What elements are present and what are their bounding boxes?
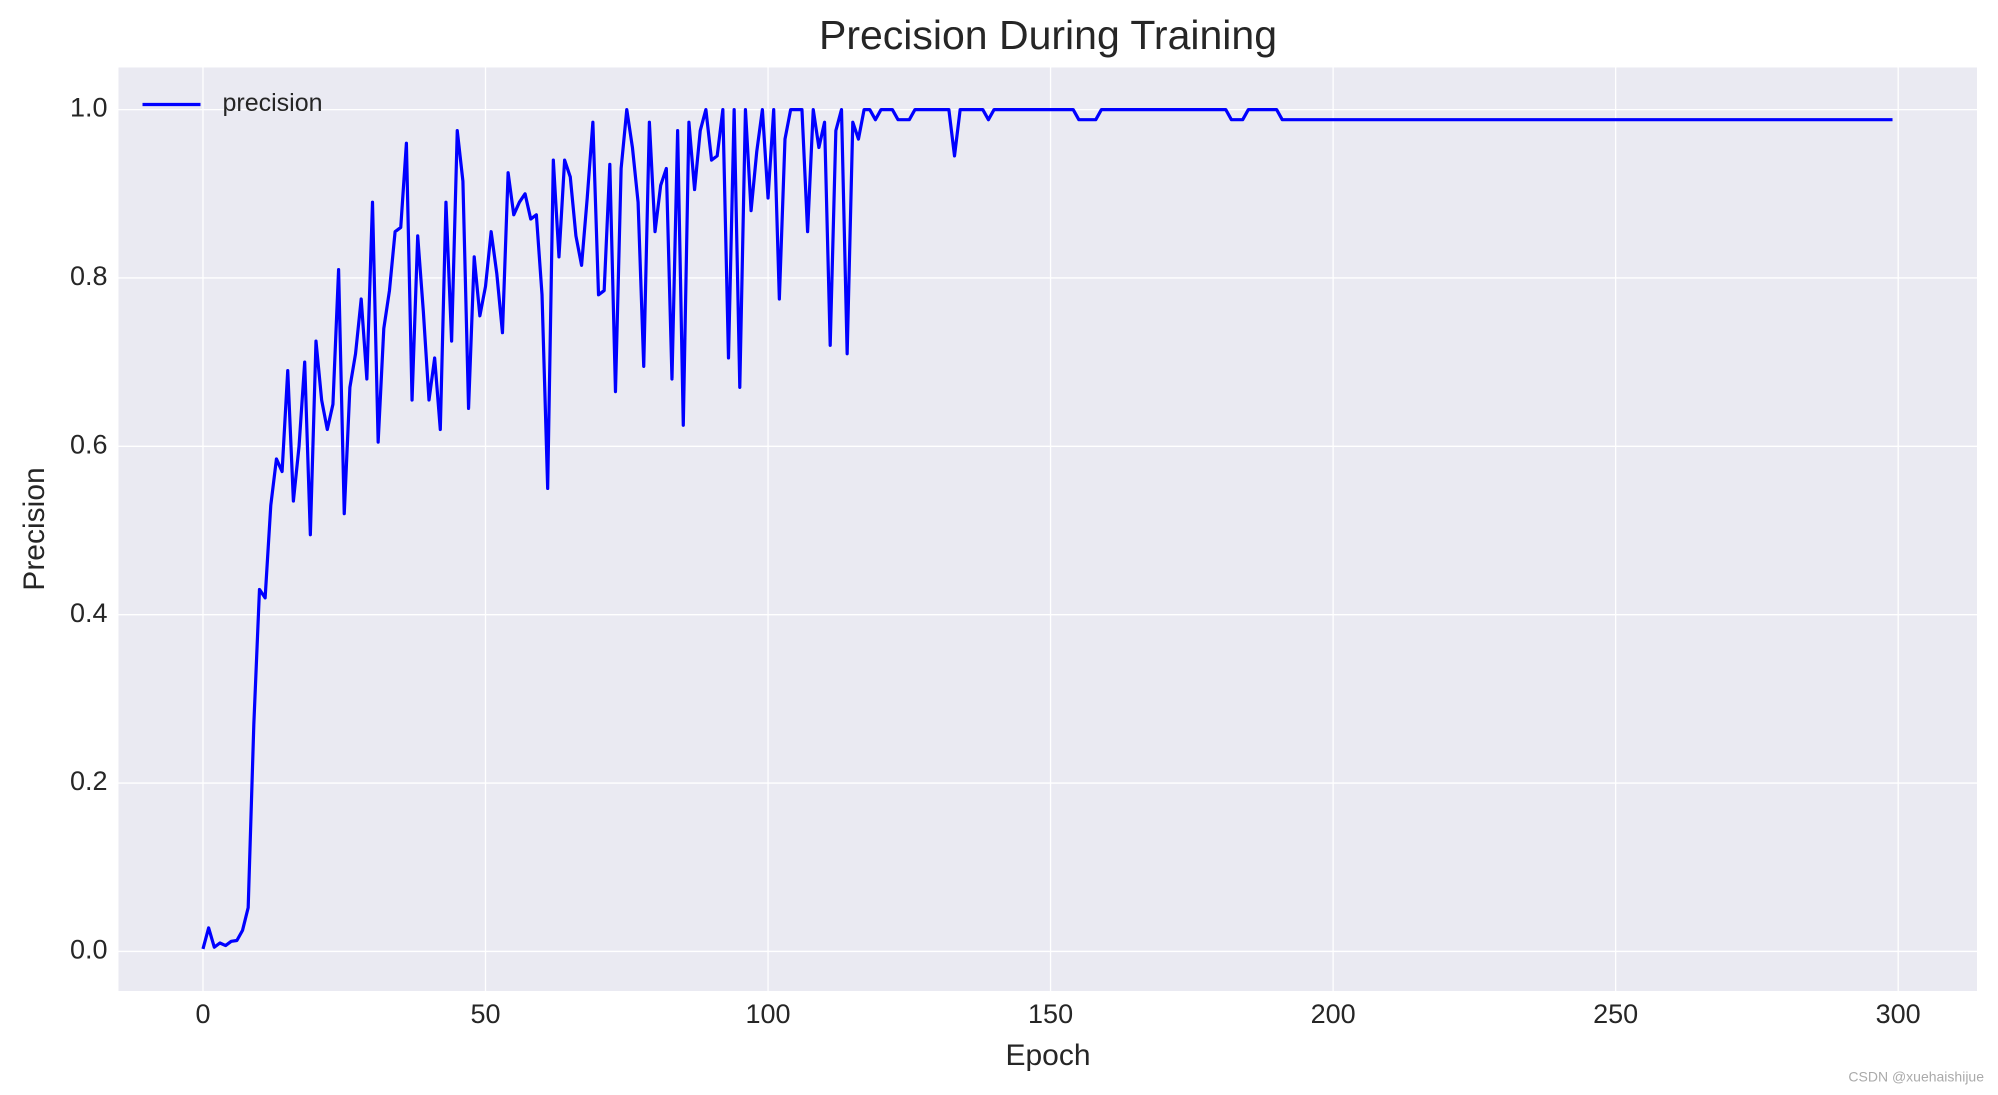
x-tick-label: 250 [1593, 999, 1638, 1029]
marks [201, 107, 1893, 950]
y-tick-label: 0.0 [70, 935, 108, 965]
y-tick-label: 1.0 [70, 93, 108, 123]
x-tick-label: 150 [1028, 999, 1073, 1029]
x-tick-label: 0 [195, 999, 210, 1029]
line-series [201, 107, 1893, 950]
y-axis-label: Precision [18, 467, 51, 590]
chart-title: Precision During Training [819, 12, 1277, 58]
x-tick-label: 300 [1876, 999, 1921, 1029]
x-axis-label: Epoch [1005, 1039, 1090, 1072]
watermark: CSDN @xuehaishijue [1848, 1069, 1984, 1085]
x-tick-label: 50 [470, 999, 500, 1029]
plot-area [118, 67, 1977, 991]
y-tick-label: 0.2 [70, 766, 108, 796]
x-tick-label: 100 [746, 999, 791, 1029]
y-tick-label: 0.6 [70, 429, 108, 459]
y-tick-label: 0.4 [70, 598, 108, 628]
x-tick-label: 200 [1311, 999, 1356, 1029]
y-tick-label: 0.8 [70, 261, 108, 291]
legend-label: precision [223, 89, 323, 117]
